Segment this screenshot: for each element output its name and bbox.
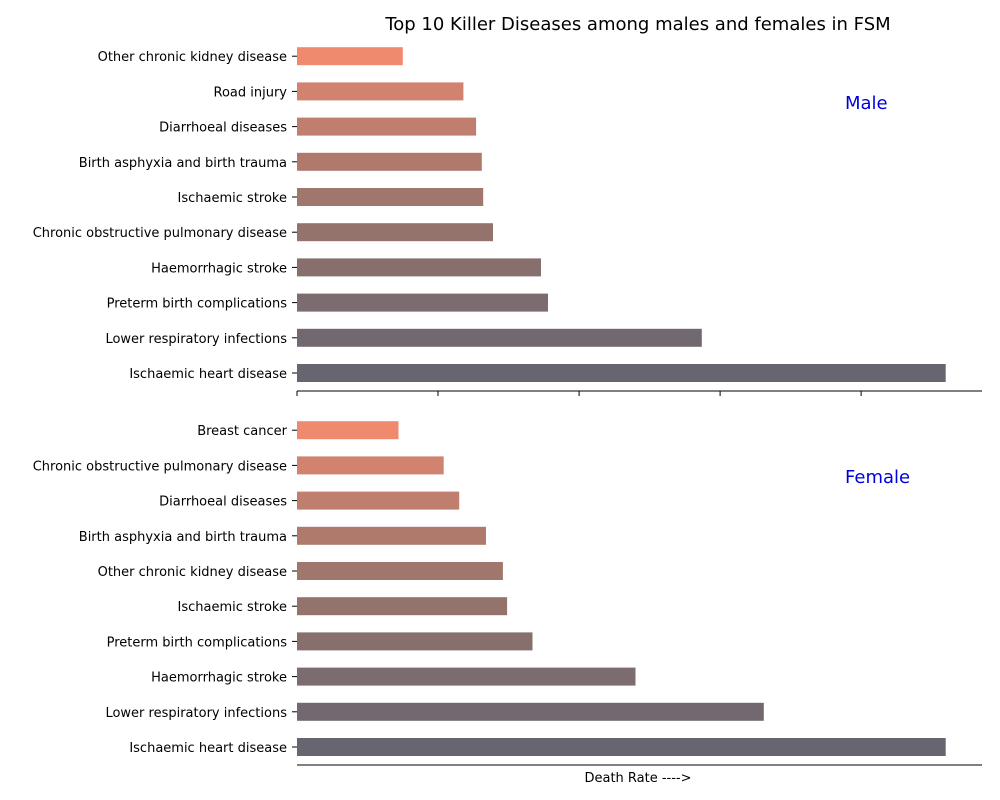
female-category-label: Diarrhoeal diseases: [159, 495, 287, 510]
female-bar: [297, 597, 508, 616]
male-bar: [297, 152, 482, 171]
male-category-label: Lower respiratory infections: [105, 332, 287, 347]
female-bar: [297, 456, 444, 475]
male-panel: Ischaemic heart disease Lower respiratory…: [33, 47, 982, 396]
female-bar: [297, 738, 946, 756]
female-bar: [297, 562, 503, 580]
female-panel-label: Female: [845, 467, 910, 488]
female-bar: [297, 421, 399, 440]
male-bar: [297, 47, 403, 66]
female-category-label: Breast cancer: [197, 424, 287, 439]
female-category-label: Haemorrhagic stroke: [151, 671, 287, 686]
male-bar: [297, 328, 702, 347]
female-bar: [297, 667, 636, 686]
male-bar: [297, 364, 946, 382]
male-bar: [297, 117, 477, 136]
male-category-label: Haemorrhagic stroke: [151, 261, 287, 276]
female-bar: [297, 702, 764, 721]
female-category-label: Preterm birth complications: [107, 635, 288, 650]
female-bar: [297, 491, 460, 510]
female-bar: [297, 632, 533, 651]
male-category-label: Road injury: [214, 85, 288, 100]
female-category-label: Ischaemic stroke: [178, 600, 287, 615]
male-category-label: Birth asphyxia and birth trauma: [79, 156, 287, 171]
female-category-label: Other chronic kidney disease: [98, 565, 287, 580]
male-category-label: Chronic obstructive pulmonary disease: [33, 226, 287, 241]
male-bar: [297, 223, 493, 242]
male-bar: [297, 293, 548, 312]
chart-title: Top 10 Killer Diseases among males and f…: [384, 14, 890, 35]
female-category-label: Chronic obstructive pulmonary disease: [33, 459, 287, 474]
x-axis-label: Death Rate ---->: [584, 771, 691, 786]
female-category-label: Ischaemic heart disease: [129, 741, 287, 756]
female-panel: Ischaemic heart disease Lower respiratory…: [33, 421, 982, 766]
male-category-label: Ischaemic stroke: [178, 191, 287, 206]
female-bar: [297, 526, 486, 545]
male-bar: [297, 82, 464, 101]
male-category-label: Diarrhoeal diseases: [159, 121, 287, 136]
male-panel-label: Male: [845, 93, 888, 114]
male-bar: [297, 258, 541, 277]
male-bar: [297, 188, 484, 206]
male-category-label: Preterm birth complications: [107, 297, 288, 312]
male-category-label: Other chronic kidney disease: [98, 50, 287, 65]
male-category-label: Ischaemic heart disease: [129, 367, 287, 382]
female-category-label: Lower respiratory infections: [105, 706, 287, 721]
female-category-label: Birth asphyxia and birth trauma: [79, 530, 287, 545]
